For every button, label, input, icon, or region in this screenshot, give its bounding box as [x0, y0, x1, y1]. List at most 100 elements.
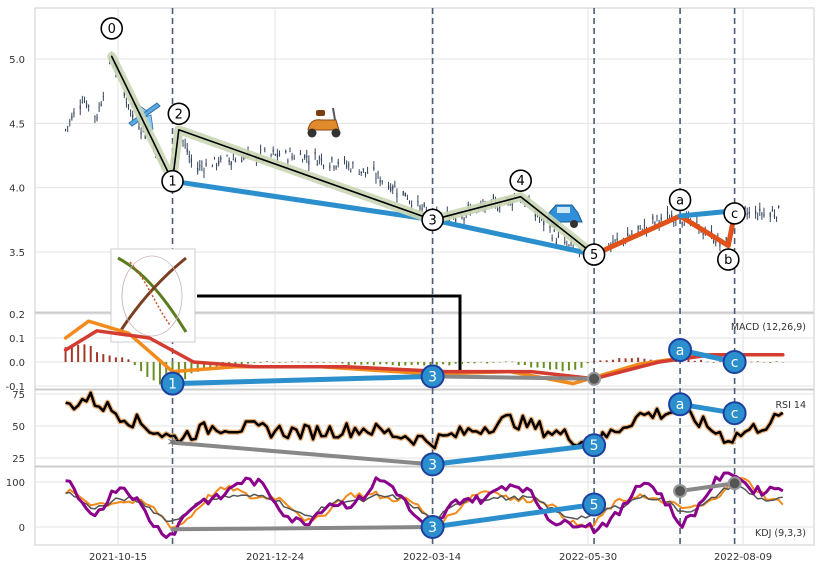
macd-histogram-bar [712, 362, 715, 363]
price-y-tick-label: 3.5 [9, 248, 25, 259]
candle-body [715, 242, 717, 244]
candle-body [197, 167, 199, 172]
macd-histogram-bar [536, 362, 539, 368]
macd-histogram-bar [781, 362, 784, 363]
macd-histogram-bar [706, 361, 709, 363]
price-wave-label: 0 [108, 22, 116, 37]
candle-body [73, 111, 75, 115]
macd-histogram-bar [769, 362, 772, 363]
candle-body [492, 195, 495, 200]
macd-histogram-bar [423, 362, 426, 366]
rsi-star-icon: ✶ [166, 433, 179, 452]
macd-histogram-bar [322, 362, 325, 363]
candle-body [710, 231, 713, 233]
macd-y-tick-label: -0.1 [5, 382, 25, 393]
kdj-wave-line [430, 502, 597, 530]
candle-body [291, 155, 293, 159]
macd-histogram-bar [385, 362, 388, 365]
candle-body [366, 171, 369, 174]
candle-body [364, 172, 367, 173]
macd-histogram-bar [637, 357, 640, 362]
macd-histogram-bar [297, 361, 300, 363]
candle-body [744, 206, 746, 209]
candle-body [778, 205, 780, 208]
candle-body [140, 132, 142, 135]
macd-histogram-bar [278, 362, 281, 363]
macd-histogram-bar [693, 360, 696, 362]
candle-body [241, 160, 243, 163]
candle-body [362, 168, 364, 170]
candle-body [98, 107, 100, 108]
rsi-ac-wave-circle [722, 401, 747, 426]
price-wave-label: b [724, 253, 732, 268]
candle-body [335, 166, 337, 168]
price-wave-label: 3 [428, 213, 436, 228]
candle-body [230, 161, 232, 166]
scooter-handle-icon [332, 107, 336, 121]
candle-body [637, 225, 639, 230]
kdj-wave-circle [582, 492, 607, 517]
macd-histogram-bar [687, 359, 690, 362]
candle-body [683, 224, 685, 226]
macd-ac-wave-circle [668, 338, 693, 362]
x-tick-label: 2022-08-09 [714, 552, 772, 563]
macd-histogram-bar [429, 362, 432, 366]
macd-histogram-bar [341, 362, 344, 364]
price-wave-circle [723, 202, 746, 225]
candle-body [763, 213, 765, 217]
candle-body [264, 149, 266, 151]
candle-body [627, 233, 629, 237]
macd-histogram-bar [404, 362, 407, 366]
macd-histogram-bar [272, 362, 275, 363]
macd-ac-wave-label: a [676, 343, 685, 359]
macd-histogram-bar [410, 362, 413, 365]
candle-body [102, 96, 104, 98]
macd-histogram-bar [146, 362, 149, 377]
candle-body [377, 173, 379, 174]
macd-histogram-bar [624, 358, 627, 362]
candle-body [243, 157, 245, 159]
candle-body [408, 200, 411, 202]
candle-body [671, 214, 673, 218]
connector-line [197, 294, 462, 372]
macd-histogram-bar [347, 362, 350, 366]
candle-body [285, 151, 287, 153]
candle-body [564, 241, 566, 243]
kdj-y-tick-label: 100 [6, 478, 25, 489]
macd-histogram-bar [498, 362, 501, 363]
candle-body [396, 193, 398, 197]
macd-histogram-bar [593, 360, 596, 362]
macd-histogram-bar [611, 359, 614, 362]
candle-body [144, 135, 146, 139]
price-wave-circle [100, 17, 124, 40]
wave-labels: 0 1 2 3 4 5 a b c 1 3 a c ✶ 3 5 a c 3 5 [100, 17, 747, 539]
x-tick-label: 2021-12-24 [246, 552, 304, 563]
candle-body [773, 214, 776, 218]
price-wave-circle [167, 102, 191, 126]
candle-body [316, 163, 318, 166]
candle-body [203, 170, 205, 172]
impulse-line [110, 55, 595, 256]
rsi-ac-wave-label: c [731, 406, 739, 422]
candle-body [570, 243, 572, 244]
macd-histogram-bar [618, 358, 621, 362]
car-window-icon [557, 207, 570, 213]
macd-histogram-bar [316, 362, 319, 363]
macd-histogram-bar [567, 362, 570, 371]
macd-histogram-bar [83, 344, 86, 362]
candle-body [421, 207, 423, 210]
candle-body [228, 160, 230, 163]
macd-histogram-bar [460, 362, 463, 365]
candle-body [652, 216, 654, 219]
candle-body [538, 217, 541, 219]
candle-body [463, 217, 465, 221]
candle-body [331, 157, 333, 161]
candle-body [81, 101, 83, 103]
macd-histogram-bar [442, 362, 445, 365]
candle-body [329, 165, 331, 168]
candle-body [299, 153, 302, 155]
macd-wave-circle [420, 364, 445, 389]
candle-body [322, 165, 325, 168]
macd-histogram-bar [108, 355, 111, 362]
